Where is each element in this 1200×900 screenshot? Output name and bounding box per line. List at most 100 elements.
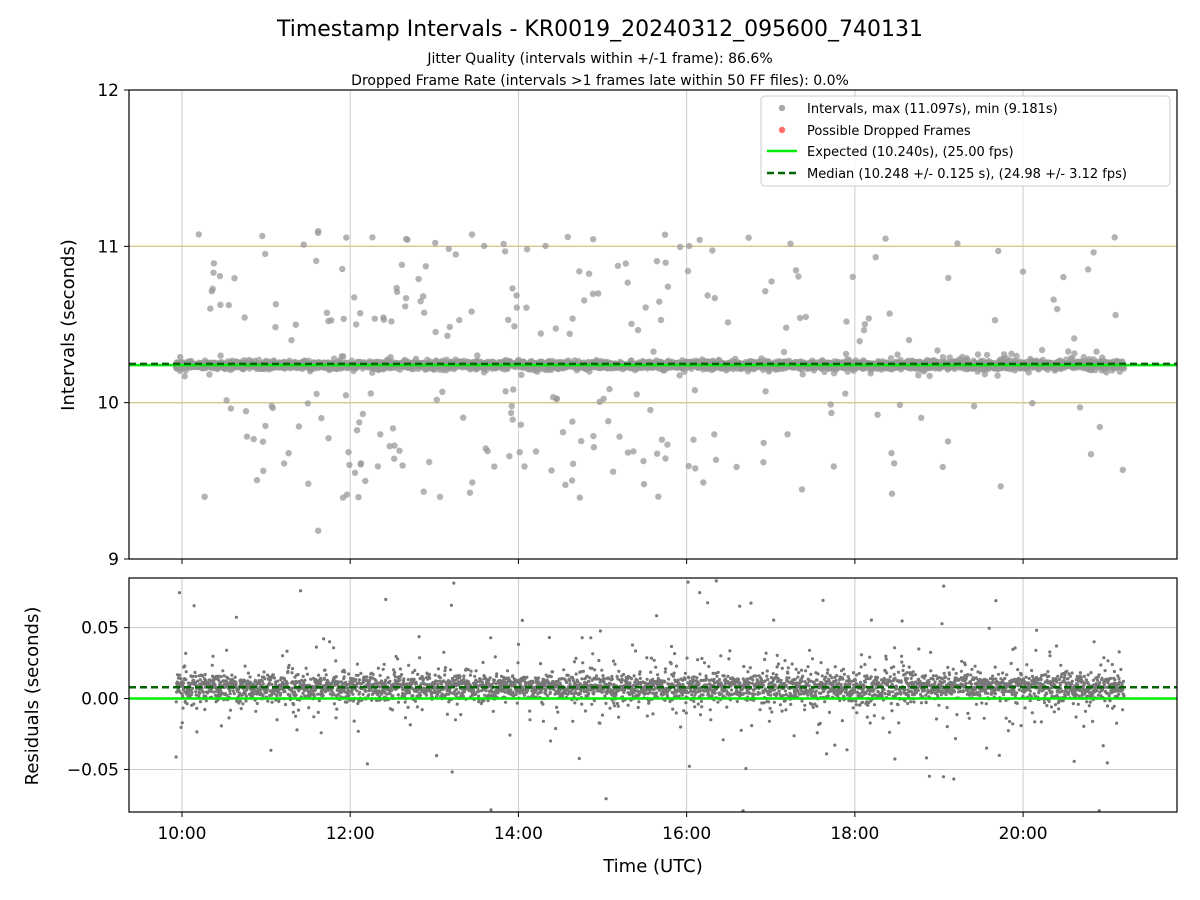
residual-point (230, 673, 234, 677)
residual-point (314, 645, 318, 649)
interval-point (691, 387, 699, 394)
residual-point (263, 677, 267, 681)
interval-point (622, 260, 629, 267)
interval-point (1060, 273, 1067, 281)
interval-point (606, 385, 613, 393)
residual-point (407, 691, 412, 695)
interval-point (686, 242, 693, 250)
interval-point (1112, 311, 1119, 319)
residual-point (272, 676, 277, 680)
residual-point (293, 690, 297, 694)
legend-median-label: Median (10.248 +/- 0.125 s), (24.98 +/- … (807, 167, 1127, 182)
interval-point (484, 447, 491, 455)
figure-title: Timestamp Intervals - KR0019_20240312_09… (276, 17, 923, 42)
residual-point (351, 692, 355, 696)
interval-point (456, 316, 463, 324)
interval-point (872, 254, 879, 261)
residual-point (355, 689, 359, 693)
interval-point (709, 247, 716, 254)
residual-point (285, 681, 289, 685)
interval-point (661, 231, 669, 238)
residual-point (291, 710, 295, 714)
intervals-y-tick-label: 9 (108, 550, 119, 570)
residual-point (316, 710, 320, 715)
residual-point (364, 689, 368, 693)
residual-point (358, 690, 362, 694)
interval-point (439, 388, 446, 395)
interval-point (272, 301, 280, 308)
interval-point (724, 319, 732, 326)
interval-point (1054, 305, 1061, 313)
interval-point (983, 351, 991, 359)
interval-point (664, 283, 672, 290)
intervals-y-tick-label: 10 (97, 394, 119, 414)
interval-point (860, 327, 868, 334)
residual-point (275, 718, 279, 722)
interval-point (345, 449, 352, 456)
interval-point (305, 480, 312, 487)
residual-point (194, 690, 198, 694)
residual-point (347, 672, 351, 676)
interval-point (404, 236, 411, 243)
residual-point (193, 670, 197, 675)
residual-point (331, 691, 335, 695)
legend-expected-label: Expected (10.240s), (25.00 fps) (807, 145, 1014, 160)
interval-point (888, 490, 896, 497)
residual-point (304, 666, 308, 670)
interval-point (325, 435, 332, 442)
residual-point (356, 673, 360, 677)
interval-point (517, 421, 525, 428)
residual-point (354, 678, 358, 682)
interval-point (628, 320, 635, 327)
interval-point (569, 315, 576, 322)
interval-point (580, 297, 588, 304)
interval-point (562, 481, 569, 488)
interval-point (1013, 352, 1020, 360)
residual-point (271, 673, 275, 677)
residual-point (376, 666, 380, 670)
interval-point (468, 308, 475, 315)
residual-point (303, 678, 307, 682)
interval-point (426, 458, 433, 466)
residual-point (228, 708, 233, 712)
residual-point (180, 721, 184, 725)
residual-point (334, 675, 338, 679)
residual-point (318, 682, 323, 686)
residual-point (384, 678, 388, 682)
residual-point (390, 688, 394, 693)
interval-point (828, 409, 835, 417)
interval-point (343, 234, 350, 241)
residual-point (328, 640, 332, 644)
interval-point (250, 435, 257, 443)
residual-point (262, 670, 266, 674)
interval-point (676, 243, 684, 251)
interval-point (340, 315, 347, 323)
interval-point (886, 310, 893, 317)
residual-point (408, 723, 412, 727)
residual-point (266, 699, 270, 703)
residual-point (312, 715, 316, 719)
interval-point (342, 392, 350, 399)
interval-point (569, 418, 576, 425)
interval-point (1071, 350, 1078, 357)
interval-point (343, 491, 351, 498)
interval-point (508, 402, 515, 410)
residual-point (238, 699, 242, 703)
interval-point (712, 456, 720, 463)
interval-point (934, 347, 941, 354)
residual-point (185, 702, 189, 706)
residual-point (244, 699, 248, 703)
residual-point (181, 694, 185, 698)
interval-point (253, 476, 261, 484)
interval-point (351, 294, 358, 301)
residual-point (355, 662, 359, 666)
interval-point (328, 317, 335, 324)
interval-point (684, 267, 692, 275)
interval-point (605, 418, 612, 425)
interval-point (553, 395, 560, 402)
residual-point (265, 690, 269, 694)
residual-point (222, 674, 226, 678)
residual-point (295, 728, 299, 732)
interval-point (207, 305, 214, 312)
interval-point (269, 404, 276, 412)
